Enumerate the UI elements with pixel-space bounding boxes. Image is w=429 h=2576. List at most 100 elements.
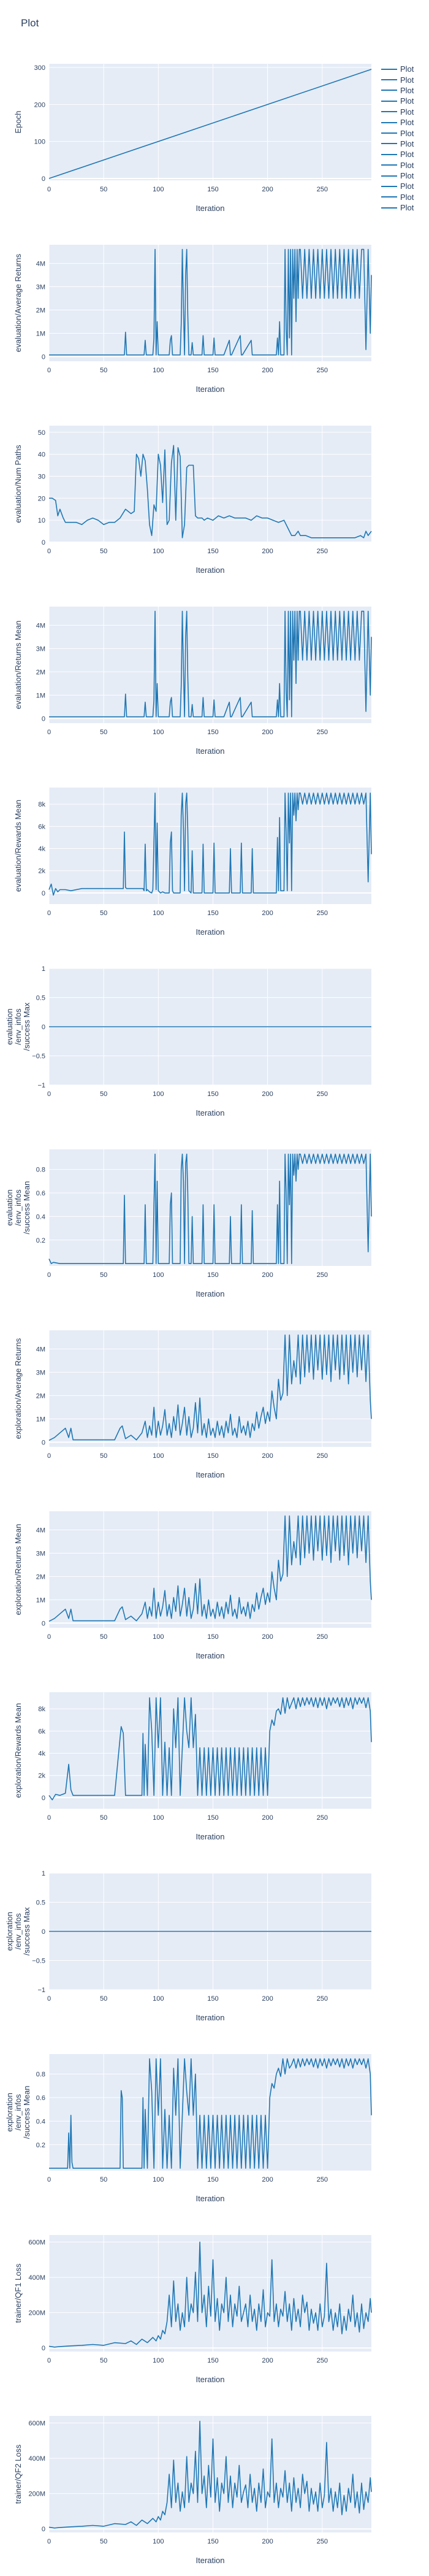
x-tick-label: 200 <box>262 729 273 736</box>
legend[interactable]: Plot Plot Plot Plot Plot Plot Plot Plot Plot Plot… <box>381 64 429 213</box>
x-tick-label: 100 <box>153 1633 164 1641</box>
x-axis-title: Iteration <box>196 746 225 756</box>
series-line <box>48 1515 372 1622</box>
chart-panel[interactable]: 0 50 100 150 200 250 0 100 200 300 Iteration Epoch <box>13 64 372 213</box>
x-tick-label: 0 <box>47 729 51 736</box>
y-tick-label: 0.8 <box>36 2071 45 2079</box>
x-tick-label: 250 <box>317 729 328 736</box>
y-tick-label: 1M <box>36 1416 45 1423</box>
x-tick-label: 0 <box>47 1452 51 1460</box>
chart-panel[interactable]: 0 50 100 150 200 250 0 200M 400M 600M Iteration tra… <box>13 2235 372 2384</box>
series-line <box>48 1153 372 1264</box>
legend-line-swatch <box>381 111 397 113</box>
x-tick-label: 50 <box>100 1452 107 1460</box>
y-axis-title: /env_infos <box>13 2094 23 2131</box>
legend-line-swatch <box>381 90 397 91</box>
legend-item[interactable]: Plot <box>381 192 429 202</box>
x-tick-label: 100 <box>153 729 164 736</box>
x-tick-label: 50 <box>100 1995 107 2003</box>
x-tick-label: 0 <box>47 1633 51 1641</box>
x-tick-label: 50 <box>100 910 107 917</box>
legend-label: Plot <box>400 150 414 159</box>
y-axis-title: /success Mean <box>22 2086 31 2139</box>
x-tick-label: 100 <box>153 367 164 374</box>
legend-label: Plot <box>400 128 414 138</box>
chart-panel[interactable]: 0 50 100 150 200 250 0.2 0.4 0.6 0.8 Iteration expl… <box>5 2054 372 2203</box>
y-tick-label: 400M <box>28 2274 45 2282</box>
x-axis-title: Iteration <box>196 2013 225 2022</box>
legend-item[interactable]: Plot <box>381 149 429 159</box>
legend-item[interactable]: Plot <box>381 85 429 96</box>
x-tick-label: 50 <box>100 186 107 193</box>
chart-panel[interactable]: 0 50 100 150 200 250 0 10 20 30 40 50 Iteration evalu… <box>13 426 372 575</box>
y-axis-title: exploration/Returns Mean <box>13 1524 23 1616</box>
x-tick-label: 250 <box>317 367 328 374</box>
x-tick-label: 250 <box>317 1995 328 2003</box>
series-line <box>48 1697 372 1801</box>
chart-panel[interactable]: 0 50 100 150 200 250 0 2k 4k 6k 8k Iteration explora… <box>13 1692 372 1841</box>
x-tick-label: 50 <box>100 548 107 555</box>
y-axis-title: exploration/Average Returns <box>13 1338 23 1439</box>
legend-item[interactable]: Plot <box>381 107 429 117</box>
y-tick-label: 1M <box>36 330 45 337</box>
x-tick-label: 0 <box>47 2538 51 2545</box>
legend-item[interactable]: Plot <box>381 139 429 149</box>
x-tick-label: 0 <box>47 910 51 917</box>
y-tick-label: 0 <box>42 175 45 183</box>
y-tick-label: 200M <box>28 2491 45 2498</box>
y-tick-label: 0.4 <box>36 1213 45 1221</box>
x-tick-label: 200 <box>262 186 273 193</box>
x-tick-label: 0 <box>47 1271 51 1279</box>
y-axis-title: trainer/QF2 Loss <box>13 2444 23 2504</box>
y-tick-label: 2k <box>38 868 45 875</box>
y-tick-label: 400M <box>28 2455 45 2463</box>
legend-item[interactable]: Plot <box>381 181 429 191</box>
x-tick-label: 0 <box>47 1814 51 1822</box>
x-tick-label: 200 <box>262 2538 273 2545</box>
legend-item[interactable]: Plot <box>381 96 429 106</box>
y-tick-label: 1M <box>36 692 45 699</box>
x-axis-title: Iteration <box>196 1289 225 1298</box>
y-tick-label: 0 <box>42 2345 45 2352</box>
series-line <box>49 610 372 718</box>
y-tick-label: 2M <box>36 307 45 314</box>
legend-item[interactable]: Plot <box>381 64 429 74</box>
chart-panel[interactable]: 0 50 100 150 200 250 −1 −0.5 0 0.5 1 Iteration evalu… <box>5 965 371 1117</box>
y-tick-label: 4M <box>36 1346 45 1353</box>
legend-item[interactable]: Plot <box>381 171 429 181</box>
chart-panel[interactable]: 0 50 100 150 200 250 0 200M 400M 600M Iteration tra… <box>13 2416 372 2565</box>
legend-item[interactable]: Plot <box>381 117 429 128</box>
legend-item[interactable]: Plot <box>381 128 429 138</box>
legend-item[interactable]: Plot <box>381 202 429 213</box>
x-tick-label: 100 <box>153 1995 164 2003</box>
legend-item[interactable]: Plot <box>381 160 429 171</box>
x-axis-title: Iteration <box>196 1108 225 1117</box>
chart-panel[interactable]: 0 50 100 150 200 250 0 2k 4k 6k 8k Iteration evaluat… <box>13 788 372 937</box>
y-tick-label: 200 <box>34 101 45 109</box>
x-tick-label: 100 <box>153 1814 164 1822</box>
plot-area <box>49 1149 371 1266</box>
x-axis-title: Iteration <box>196 385 225 394</box>
y-tick-label: 0.5 <box>36 1899 45 1907</box>
legend-line-swatch <box>381 164 397 166</box>
y-tick-label: 600M <box>28 2420 45 2428</box>
legend-line-swatch <box>381 68 397 70</box>
y-tick-label: 0 <box>42 1439 45 1446</box>
y-tick-label: 4M <box>36 622 45 629</box>
chart-panel[interactable]: 0 50 100 150 200 250 −1 −0.5 0 0.5 1 Iteration explo… <box>5 1870 371 2022</box>
chart-panel[interactable]: 0 50 100 150 200 250 0 1M 2M 3M 4M Iteration evaluat… <box>13 607 372 756</box>
chart-panel[interactable]: 0 50 100 150 200 250 0 1M 2M 3M 4M Iteration explora… <box>13 1511 372 1660</box>
chart-panel[interactable]: 0 50 100 150 200 250 0 1M 2M 3M 4M Iteration explora… <box>13 1330 372 1479</box>
y-tick-label: 1 <box>42 1870 45 1877</box>
y-tick-label: 0 <box>42 2526 45 2533</box>
legend-label: Plot <box>400 171 414 181</box>
x-tick-label: 100 <box>153 186 164 193</box>
x-tick-label: 150 <box>207 1995 218 2003</box>
y-axis-title: evaluation/Average Returns <box>13 253 23 352</box>
x-tick-label: 50 <box>100 729 107 736</box>
y-tick-label: 40 <box>38 451 45 459</box>
chart-panel[interactable]: 0 50 100 150 200 250 0 1M 2M 3M 4M Iteration evaluat… <box>13 245 372 394</box>
chart-panel[interactable]: 0 50 100 150 200 250 0.2 0.4 0.6 0.8 Iteration eval… <box>5 1149 372 1298</box>
y-tick-label: 100 <box>34 139 45 146</box>
legend-item[interactable]: Plot <box>381 74 429 85</box>
